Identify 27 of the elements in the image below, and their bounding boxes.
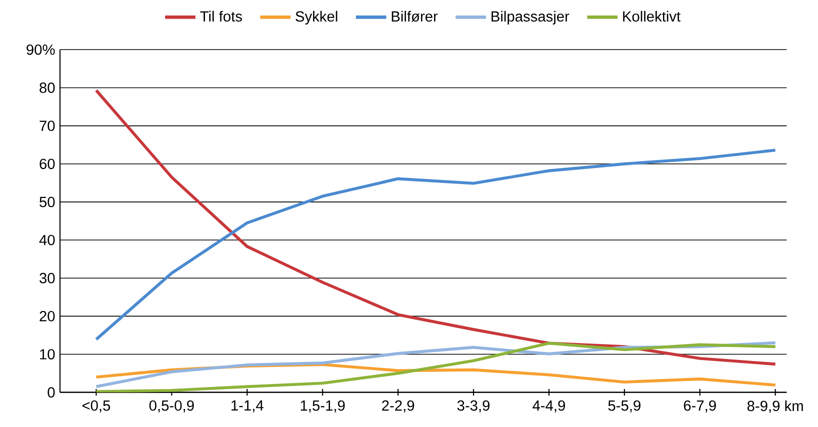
x-tick-label: 6-7,9 (684, 400, 716, 412)
y-tick-label: 70 (40, 120, 55, 131)
x-tick-label: <0,5 (82, 400, 110, 412)
legend-label: Bilpassasjer (492, 10, 570, 25)
legend-label: Kollektivt (623, 10, 681, 22)
line-series (94, 88, 777, 366)
y-tick-label: 10 (40, 349, 55, 360)
x-tick-label: 0,5-0,9 (149, 400, 194, 412)
y-tick-label: 60 (40, 158, 55, 170)
x-tick-label: 8-9,9 km (747, 400, 803, 413)
x-tick-label: 3-3,9 (457, 400, 490, 412)
y-tick-label: 90% (26, 44, 55, 55)
y-tick-label: 0 (48, 387, 55, 398)
x-tick-label: 2-2,9 (382, 400, 414, 412)
y-tick-label: 80 (40, 82, 55, 93)
x-tick-label: 4-4,9 (532, 400, 565, 412)
legend-label: Bilfører (392, 10, 438, 22)
y-tick-label: 20 (40, 310, 55, 322)
line-series (94, 148, 777, 341)
y-tick-label: 30 (40, 272, 55, 284)
legend-label: Sykkel (296, 10, 338, 25)
x-tick-label: 5-5,9 (608, 400, 640, 412)
y-tick-label: 50 (40, 196, 55, 208)
legend-label: Til fots (200, 10, 242, 22)
x-tick-label: 1-1,4 (232, 400, 264, 412)
x-tick-label: 1,5-1,9 (300, 400, 345, 412)
y-tick-label: 40 (39, 234, 55, 246)
